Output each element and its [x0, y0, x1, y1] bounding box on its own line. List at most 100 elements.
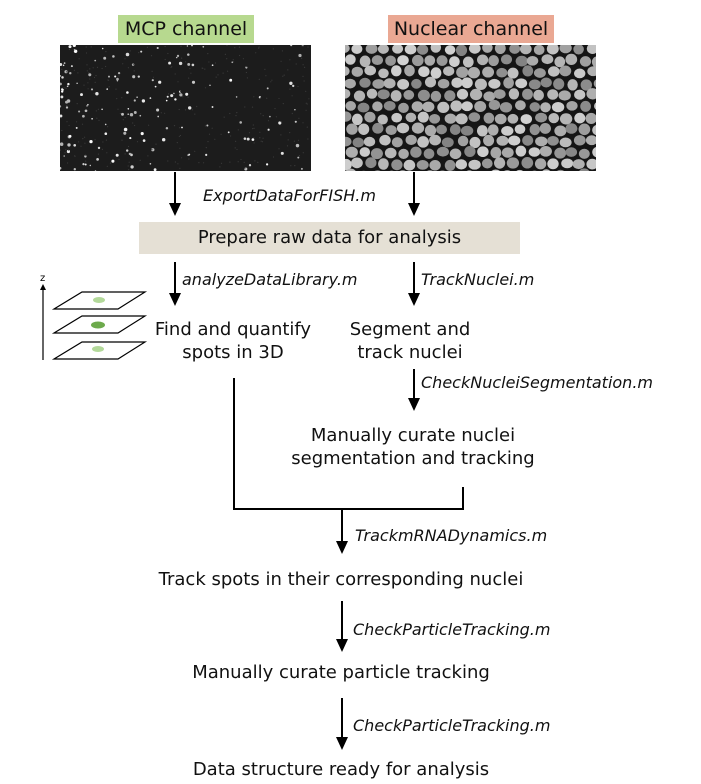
- mcp-spot: [87, 103, 89, 106]
- mcp-noise: [278, 148, 280, 150]
- arrowhead: [336, 541, 348, 554]
- mcp-noise: [152, 76, 154, 78]
- step-curate-nuclei-line-1: Manually curate nuclei: [310, 425, 516, 446]
- nucleus-blob: [592, 146, 596, 158]
- mcp-noise: [255, 52, 257, 54]
- mcp-noise: [232, 59, 234, 61]
- mcp-spot: [235, 96, 238, 98]
- nucleus-blob: [429, 113, 441, 124]
- mcp-noise: [107, 79, 109, 81]
- mcp-noise: [164, 45, 166, 48]
- nucleus-blob: [378, 158, 389, 170]
- nucleus-blob: [573, 135, 586, 146]
- nucleus-blob: [466, 170, 472, 171]
- mcp-noise: [96, 66, 99, 68]
- nucleus-blob: [507, 67, 519, 79]
- mcp-noise: [94, 81, 96, 83]
- script-check-particle-2: CheckParticleTracking.m: [353, 716, 551, 735]
- nucleus-blob: [410, 146, 422, 158]
- nucleus-blob: [411, 122, 425, 134]
- mcp-spot: [84, 155, 87, 158]
- mcp-noise: [262, 115, 264, 117]
- mcp-noise: [307, 138, 309, 140]
- script-check-nuclei: CheckNucleiSegmentation.m: [421, 373, 653, 392]
- nucleus-blob: [444, 90, 456, 102]
- mcp-spot: [292, 84, 295, 88]
- mcp-spot: [149, 163, 152, 165]
- nucleus-blob: [483, 91, 496, 102]
- mcp-noise: [226, 58, 228, 60]
- mcp-noise: [174, 161, 176, 163]
- nucleus-blob: [359, 77, 371, 88]
- mcp-noise: [297, 85, 299, 88]
- mcp-spot: [137, 75, 140, 78]
- mcp-noise: [128, 169, 130, 171]
- nucleus-blob: [594, 102, 596, 110]
- arrow-to-segment: [413, 262, 415, 294]
- mcp-spot: [175, 56, 178, 59]
- nucleus-blob: [566, 100, 578, 111]
- mcp-noise: [108, 86, 110, 88]
- mcp-noise: [78, 58, 80, 60]
- arrowhead: [169, 203, 181, 216]
- mcp-spot: [176, 54, 180, 58]
- mcp-spot: [133, 99, 136, 102]
- mcp-spot: [116, 80, 119, 82]
- nucleus-blob: [469, 136, 481, 149]
- mcp-noise: [220, 162, 223, 164]
- mcp-channel-image: [60, 45, 311, 171]
- mcp-noise: [78, 141, 80, 143]
- mcp-spot: [141, 99, 146, 103]
- nucleus-blob: [551, 102, 565, 113]
- nucleus-blob: [403, 159, 416, 171]
- nucleus-blob: [383, 78, 396, 89]
- script-track-nuclei: TrackNuclei.m: [421, 270, 535, 289]
- mcp-spot: [61, 88, 64, 91]
- mcp-spot: [162, 138, 166, 142]
- nucleus-blob: [565, 53, 578, 66]
- nucleus-blob: [574, 112, 586, 124]
- nucleus-blob: [444, 45, 456, 55]
- mcp-spot: [95, 92, 99, 96]
- z-axis-label: z: [40, 273, 45, 284]
- nucleus-blob: [553, 78, 565, 90]
- mcp-spot: [61, 76, 64, 79]
- nucleus-blob: [508, 135, 521, 146]
- spot-layer-3: [92, 346, 104, 352]
- nuclear-channel-label: Nuclear channel: [388, 15, 554, 43]
- nucleus-blob: [358, 123, 370, 135]
- mcp-noise: [246, 66, 248, 68]
- mcp-noise: [202, 67, 204, 69]
- mcp-noise: [127, 67, 129, 69]
- mcp-noise: [178, 108, 180, 111]
- mcp-noise: [301, 45, 303, 47]
- mcp-noise: [259, 131, 261, 133]
- mcp-noise: [82, 138, 84, 140]
- mcp-spot: [191, 45, 193, 47]
- nucleus-blob: [398, 148, 409, 160]
- mcp-spot: [295, 143, 300, 148]
- nucleus-blob: [474, 78, 487, 90]
- arrowhead: [169, 293, 181, 306]
- mcp-spot: [206, 124, 209, 127]
- mcp-spot: [290, 45, 293, 47]
- arrowhead: [336, 737, 348, 750]
- nucleus-blob: [461, 101, 473, 112]
- mcp-noise: [95, 110, 97, 112]
- mcp-noise: [177, 163, 179, 165]
- nucleus-blob: [468, 159, 481, 170]
- mcp-noise: [208, 133, 211, 135]
- mcp-noise: [303, 80, 305, 82]
- mcp-noise: [109, 162, 112, 164]
- mcp-noise: [232, 61, 235, 63]
- mcp-noise: [239, 54, 241, 57]
- nucleus-blob: [515, 55, 528, 67]
- mcp-noise: [235, 140, 237, 142]
- mcp-noise: [133, 70, 135, 72]
- mcp-spot: [185, 92, 189, 96]
- arrow-to-ready: [341, 698, 343, 738]
- nucleus-blob: [391, 137, 403, 148]
- mcp-spot: [151, 79, 154, 82]
- nucleus-blob: [506, 157, 520, 169]
- nucleus-blob: [539, 122, 551, 134]
